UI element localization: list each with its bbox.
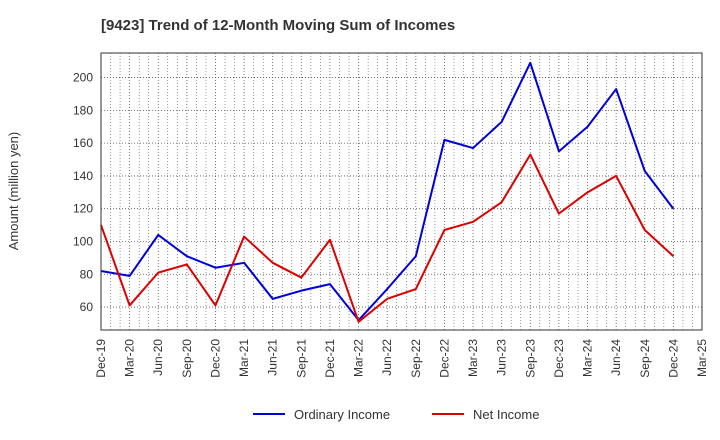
- series-line-net-income: [100, 153, 675, 323]
- y-tick-label-140: 140: [73, 169, 93, 183]
- x-tick-label-Jun-24: Jun-24: [609, 339, 623, 376]
- x-tick-label-Dec-20: Dec-20: [208, 339, 222, 378]
- y-tick-label-100: 100: [73, 234, 93, 248]
- x-tick-label-Jun-21: Jun-21: [266, 339, 280, 376]
- x-tick-label-Jun-20: Jun-20: [151, 339, 165, 376]
- legend-label-net-income: Net Income: [473, 407, 539, 422]
- y-axis-label: Amount (million yen): [6, 132, 21, 251]
- series-line-ordinary-income: [100, 61, 675, 322]
- legend-label-ordinary-income: Ordinary Income: [294, 407, 390, 422]
- x-tick-label-Dec-19: Dec-19: [94, 339, 108, 378]
- y-tick-label-200: 200: [73, 71, 93, 85]
- x-tick-label-Sep-24: Sep-24: [638, 339, 652, 378]
- x-tick-labels: Dec-19 Mar-20 Jun-20 Sep-20 Dec-20 Mar-21 Jun-…: [94, 339, 709, 378]
- x-tick-label-Mar-22: Mar-22: [352, 339, 366, 377]
- y-tick-label-180: 180: [73, 103, 93, 117]
- x-tick-label-Dec-22: Dec-22: [437, 339, 451, 378]
- x-tick-label-Mar-24: Mar-24: [581, 339, 595, 377]
- y-tick-label-60: 60: [80, 300, 94, 314]
- x-tick-label-Sep-22: Sep-22: [409, 339, 423, 378]
- x-tick-label-Sep-21: Sep-21: [294, 339, 308, 378]
- grid-layer: [100, 53, 703, 330]
- x-tick-label-Dec-21: Dec-21: [323, 339, 337, 378]
- x-tick-label-Mar-20: Mar-20: [123, 339, 137, 377]
- x-tick-label-Dec-24: Dec-24: [666, 339, 680, 378]
- x-tick-label-Sep-20: Sep-20: [180, 339, 194, 378]
- x-tick-label-Mar-21: Mar-21: [237, 339, 251, 377]
- plot-frame: [100, 52, 703, 331]
- x-tick-label-Dec-23: Dec-23: [552, 339, 566, 378]
- x-tick-label-Mar-25: Mar-25: [695, 339, 709, 377]
- legend: Ordinary Income Net Income: [253, 407, 539, 422]
- x-tick-label-Jun-22: Jun-22: [380, 339, 394, 376]
- y-tick-labels: 60 80 100 120 140 160 180 200: [73, 71, 93, 314]
- series-layer: [100, 61, 675, 323]
- x-tick-label-Jun-23: Jun-23: [495, 339, 509, 376]
- y-tick-label-80: 80: [80, 267, 94, 281]
- x-tick-label-Sep-23: Sep-23: [523, 339, 537, 378]
- chart-title: [9423] Trend of 12-Month Moving Sum of I…: [101, 17, 455, 34]
- y-tick-label-120: 120: [73, 202, 93, 216]
- x-tick-label-Mar-23: Mar-23: [466, 339, 480, 377]
- y-tick-label-160: 160: [73, 136, 93, 150]
